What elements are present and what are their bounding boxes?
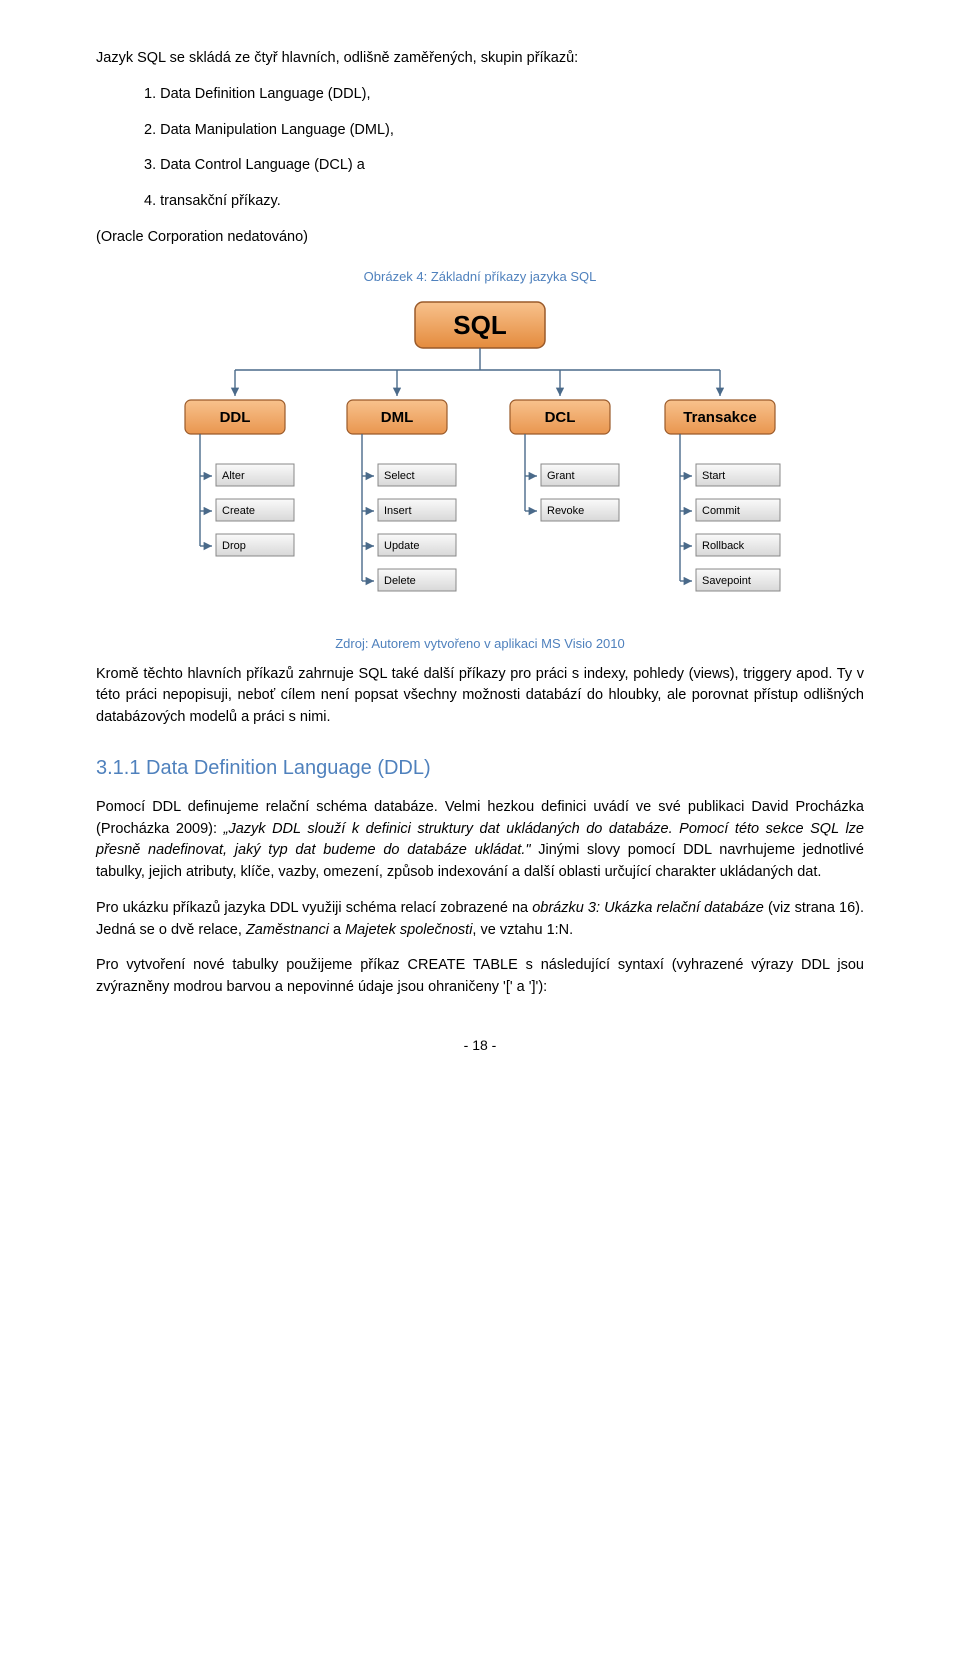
label-grant: Grant	[547, 470, 575, 482]
label-select: Select	[384, 470, 415, 482]
relation-2: Majetek společnosti	[345, 922, 472, 938]
relation-1: Zaměstnanci	[246, 922, 329, 938]
label-alter: Alter	[222, 470, 245, 482]
label-revoke: Revoke	[547, 505, 584, 517]
figure-caption-top: Obrázek 4: Základní příkazy jazyka SQL	[96, 267, 864, 287]
list-item: 2. Data Manipulation Language (DML),	[144, 120, 864, 142]
text: , ve vztahu 1:N.	[472, 922, 573, 938]
list-item: 3. Data Control Language (DCL) a	[144, 155, 864, 177]
label-start: Start	[702, 470, 725, 482]
label-create: Create	[222, 505, 255, 517]
label-transakce: Transakce	[683, 409, 756, 426]
intro-paragraph: Jazyk SQL se skládá ze čtyř hlavních, od…	[96, 48, 864, 70]
paragraph-ddl-def: Pomocí DDL definujeme relační schéma dat…	[96, 797, 864, 884]
text: Pro ukázku příkazů jazyka DDL využiji sc…	[96, 900, 532, 916]
sql-diagram: SQL DDL DML DCL Transakce Alter Create D…	[96, 296, 864, 616]
label-insert: Insert	[384, 505, 412, 517]
label-update: Update	[384, 540, 419, 552]
label-commit: Commit	[702, 505, 740, 517]
page-number: - 18 -	[96, 1035, 864, 1056]
oracle-citation: (Oracle Corporation nedatováno)	[96, 227, 864, 249]
paragraph-ddl-sample: Pro ukázku příkazů jazyka DDL využiji sc…	[96, 898, 864, 942]
list-item: 1. Data Definition Language (DDL),	[144, 84, 864, 106]
list-item: 4. transakční příkazy.	[144, 191, 864, 213]
label-dml: DML	[381, 409, 414, 426]
figure-caption-bottom: Zdroj: Autorem vytvořeno v aplikaci MS V…	[96, 634, 864, 654]
text: a	[329, 922, 345, 938]
figure-ref: obrázku 3: Ukázka relační databáze	[532, 900, 764, 916]
paragraph-create-table: Pro vytvoření nové tabulky použijeme pří…	[96, 955, 864, 999]
paragraph-after-diagram: Kromě těchto hlavních příkazů zahrnuje S…	[96, 664, 864, 729]
label-sql: SQL	[453, 310, 507, 340]
label-drop: Drop	[222, 540, 246, 552]
label-rollback: Rollback	[702, 540, 745, 552]
ordered-list: 1. Data Definition Language (DDL), 2. Da…	[144, 84, 864, 213]
label-savepoint: Savepoint	[702, 575, 751, 587]
label-dcl: DCL	[545, 409, 576, 426]
heading-311: 3.1.1 Data Definition Language (DDL)	[96, 753, 864, 783]
label-ddl: DDL	[220, 409, 251, 426]
label-delete: Delete	[384, 575, 416, 587]
